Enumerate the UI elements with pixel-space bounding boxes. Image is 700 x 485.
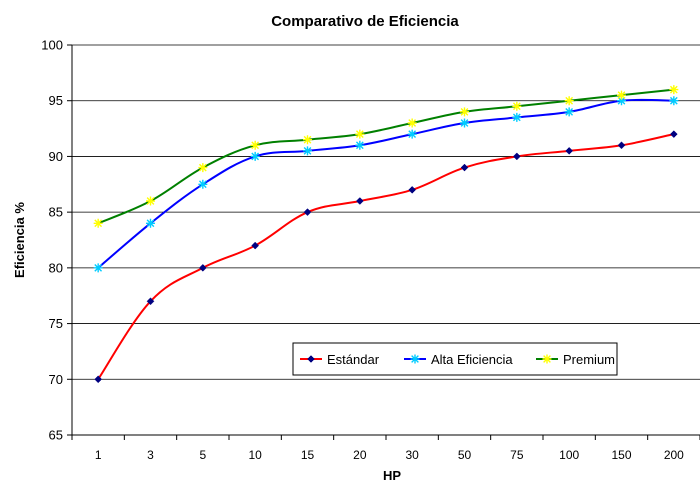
data-point	[617, 141, 626, 150]
data-point	[355, 129, 365, 139]
data-point	[94, 375, 103, 384]
data-point	[617, 90, 626, 100]
data-point	[355, 140, 365, 150]
data-point	[93, 218, 103, 228]
legend-marker	[307, 355, 315, 363]
data-point	[460, 118, 469, 128]
data-point	[93, 263, 103, 273]
x-axis-ticks: 1 3 5 10 15 20 30 50 75 100 150 200	[71, 435, 700, 462]
data-point	[407, 118, 417, 128]
x-axis-title: HP	[383, 468, 401, 483]
y-tick-label: 65	[49, 428, 63, 443]
legend-item: Alta Eficiencia	[404, 352, 513, 367]
series-premium	[93, 85, 679, 228]
data-point	[512, 152, 521, 161]
y-axis-ticks: 65 70 75 80 85 90 95 100	[41, 38, 72, 443]
data-point	[564, 107, 574, 117]
y-tick-label: 80	[49, 260, 63, 275]
y-tick-label: 90	[49, 149, 63, 164]
legend-item: Premium	[536, 352, 615, 367]
data-point	[146, 196, 155, 206]
series-line	[97, 88, 674, 225]
data-point	[146, 218, 155, 228]
series-line	[97, 98, 674, 269]
x-tick-label: 150	[611, 448, 631, 462]
y-tick-label: 70	[49, 372, 63, 387]
x-tick-label: 100	[559, 448, 579, 462]
data-point	[512, 112, 522, 122]
gridlines	[72, 44, 700, 380]
x-tick-label: 5	[199, 448, 206, 462]
x-tick-label: 50	[458, 448, 472, 462]
data-point	[565, 147, 574, 155]
data-point	[617, 96, 626, 106]
x-tick-label: 30	[405, 448, 419, 462]
y-tick-label: 95	[49, 93, 63, 108]
data-point	[198, 179, 208, 189]
series-estándar	[94, 130, 678, 384]
data-point	[146, 297, 155, 306]
data-point	[251, 241, 260, 250]
data-point	[250, 151, 260, 161]
data-point	[303, 146, 312, 156]
x-tick-label: 20	[353, 448, 367, 462]
legend: Estándar Alta Eficiencia Premium	[292, 342, 618, 376]
y-tick-label: 75	[49, 316, 63, 331]
legend-item: Estándar	[300, 352, 380, 367]
data-point	[250, 140, 260, 150]
data-point	[408, 186, 417, 194]
data-point	[512, 101, 522, 111]
chart-title: Comparativo de Eficiencia	[271, 13, 459, 30]
data-point	[198, 163, 208, 173]
legend-label: Alta Eficiencia	[431, 352, 513, 367]
y-axis-title: Eficiencia %	[12, 202, 27, 278]
x-tick-label: 15	[301, 448, 315, 462]
legend-label: Premium	[563, 352, 615, 367]
x-tick-label: 75	[510, 448, 524, 462]
data-point	[303, 135, 312, 145]
x-tick-label: 200	[664, 448, 684, 462]
x-tick-label: 1	[95, 448, 102, 462]
data-point	[669, 130, 678, 138]
data-point	[198, 264, 207, 272]
data-point	[460, 163, 469, 172]
series-layer	[93, 85, 679, 384]
y-tick-label: 100	[41, 38, 63, 53]
data-point	[669, 96, 679, 106]
y-tick-label: 85	[49, 205, 63, 220]
data-point	[407, 129, 417, 139]
data-point	[669, 85, 679, 95]
legend-marker	[410, 354, 420, 364]
series-alta-eficiencia	[93, 96, 679, 273]
legend-label: Estándar	[327, 352, 380, 367]
data-point	[460, 107, 469, 117]
legend-box	[292, 342, 618, 376]
data-point	[303, 208, 312, 216]
data-point	[564, 96, 574, 106]
legend-marker	[542, 354, 552, 364]
data-point	[355, 197, 364, 205]
x-tick-label: 10	[248, 448, 262, 462]
x-tick-label: 3	[147, 448, 154, 462]
